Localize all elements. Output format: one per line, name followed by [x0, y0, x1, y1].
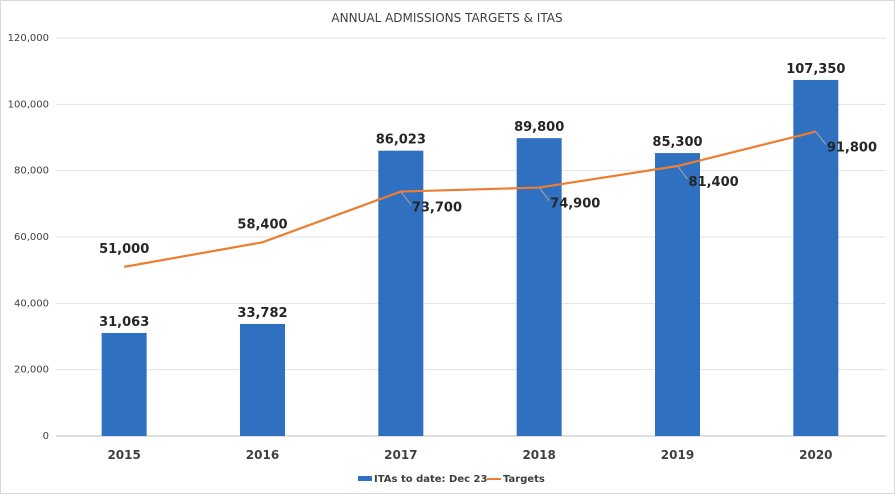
bar-data-label: 85,300 [652, 135, 702, 150]
bar-data-label: 107,350 [786, 62, 845, 77]
leader-line [815, 131, 827, 145]
line-data-label: 58,400 [237, 217, 287, 232]
legend-swatch-itas [358, 476, 372, 481]
bar-itas-2020 [793, 79, 839, 436]
line-data-label: 73,700 [412, 201, 462, 216]
targets-line [123, 130, 817, 268]
x-tick-label: 2015 [107, 448, 140, 462]
bar-itas-2019 [655, 153, 700, 437]
x-tick-label: 2016 [246, 448, 279, 462]
x-tick-label: 2017 [384, 448, 417, 462]
line-data-label: 81,400 [689, 175, 739, 190]
bar-itas-2017 [378, 150, 424, 437]
y-tick-label: 120,000 [8, 33, 49, 44]
x-tick-label: 2019 [661, 448, 694, 462]
y-tick-label: 60,000 [14, 232, 49, 243]
leader-line [538, 187, 550, 201]
bar-data-label: 86,023 [376, 133, 426, 148]
chart-title: ANNUAL ADMISSIONS TARGETS & ITAS [331, 11, 562, 25]
bar-data-label: 33,782 [237, 306, 287, 321]
legend-label-itas: ITAs to date: Dec 23 [374, 474, 487, 485]
line-data-label: 51,000 [99, 242, 149, 257]
y-tick-label: 80,000 [14, 166, 49, 177]
bar-data-label: 89,800 [514, 120, 564, 135]
y-tick-label: 100,000 [8, 99, 49, 110]
y-tick-label: 20,000 [14, 365, 49, 376]
x-tick-label: 2020 [799, 448, 832, 462]
line-data-label: 74,900 [550, 197, 600, 212]
y-tick-label: 0 [43, 431, 49, 442]
bar-itas-2015 [101, 332, 147, 436]
y-tick-label: 40,000 [14, 298, 49, 309]
legend-label-targets: Targets [503, 474, 545, 485]
bar-data-label: 31,063 [99, 315, 149, 330]
bar-itas-2018 [516, 138, 562, 436]
bar-itas-2016 [240, 323, 285, 436]
leader-line [400, 191, 412, 205]
leader-line [677, 165, 688, 180]
x-tick-label: 2018 [522, 448, 555, 462]
line-data-label: 91,800 [827, 141, 877, 156]
